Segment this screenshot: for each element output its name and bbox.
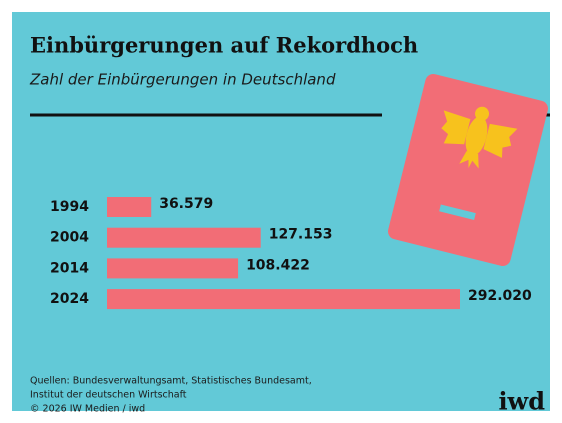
value-label: 127.153 bbox=[269, 227, 333, 243]
source-line: Institut der deutschen Wirtschaft bbox=[30, 390, 187, 401]
eagle bbox=[441, 106, 518, 169]
passport-slot bbox=[439, 204, 476, 220]
chart-subtitle: Zahl der Einbürgerungen in Deutschland bbox=[29, 71, 336, 89]
category-label: 2014 bbox=[50, 260, 89, 276]
passport-icon bbox=[388, 73, 548, 267]
passport-cover bbox=[388, 73, 548, 267]
bar bbox=[107, 227, 261, 248]
category-label: 1994 bbox=[50, 199, 89, 215]
bar bbox=[107, 258, 239, 279]
chart-title: Einbürgerungen auf Rekordhoch bbox=[30, 33, 418, 58]
source-line: © 2026 IW Medien / iwd bbox=[30, 404, 145, 415]
bar bbox=[107, 197, 152, 217]
source-line: Quellen: Bundesverwaltungsamt, Statistis… bbox=[30, 376, 312, 387]
logo: iwd bbox=[498, 387, 545, 416]
category-label: 2024 bbox=[50, 291, 89, 307]
value-label: 108.422 bbox=[246, 257, 310, 273]
value-label: 292.020 bbox=[468, 288, 532, 304]
bar bbox=[107, 289, 460, 310]
value-label: 36.579 bbox=[159, 196, 213, 212]
category-label: 2004 bbox=[50, 230, 89, 246]
